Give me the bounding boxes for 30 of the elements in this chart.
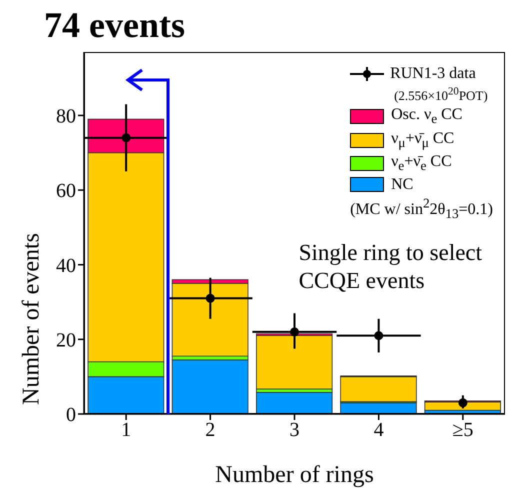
bar: [256, 392, 333, 414]
y-tick-label: 20: [56, 329, 76, 352]
x-tick-label: 3: [290, 419, 300, 442]
legend-label: RUN1-3 data: [390, 64, 476, 83]
x-tick-label: 4: [374, 419, 384, 442]
legend-label: Osc. ν$_{e}$ CC: [391, 105, 462, 129]
point: [374, 331, 384, 340]
annotation: (2.556×10$^{20}$POT): [394, 86, 488, 104]
point: [206, 294, 215, 303]
x-tick-label: ≥5: [452, 419, 474, 442]
point: [458, 398, 468, 408]
annotation: Single ring to select CCQE events: [298, 240, 482, 293]
bar: [172, 359, 248, 414]
bar: [256, 335, 333, 390]
x-tick-label: 1: [121, 419, 132, 442]
annotation: (MC w/ sin$^{2}$2θ$_{13}$=0.1): [350, 196, 493, 222]
y-axis-title: Number of events: [18, 233, 45, 405]
chart-title: 74 events: [44, 5, 185, 45]
legend-label: ν$_{e}$+ν̄$_{e}$ CC: [391, 152, 452, 175]
legend-label: ν$_{μ}$+ν̄$_{μ}$ CC: [391, 128, 454, 152]
point: [290, 327, 299, 336]
point: [122, 133, 131, 142]
y-tick-label: 60: [56, 180, 76, 202]
y-tick-label: 80: [56, 106, 76, 128]
x-tick-label: 2: [205, 419, 216, 442]
legend-label: NC: [391, 174, 414, 194]
y-tick-label: 0: [66, 404, 76, 426]
y-tick-label: 40: [56, 254, 76, 277]
x-axis-title: Number of rings: [215, 462, 374, 488]
bar: [172, 282, 248, 357]
